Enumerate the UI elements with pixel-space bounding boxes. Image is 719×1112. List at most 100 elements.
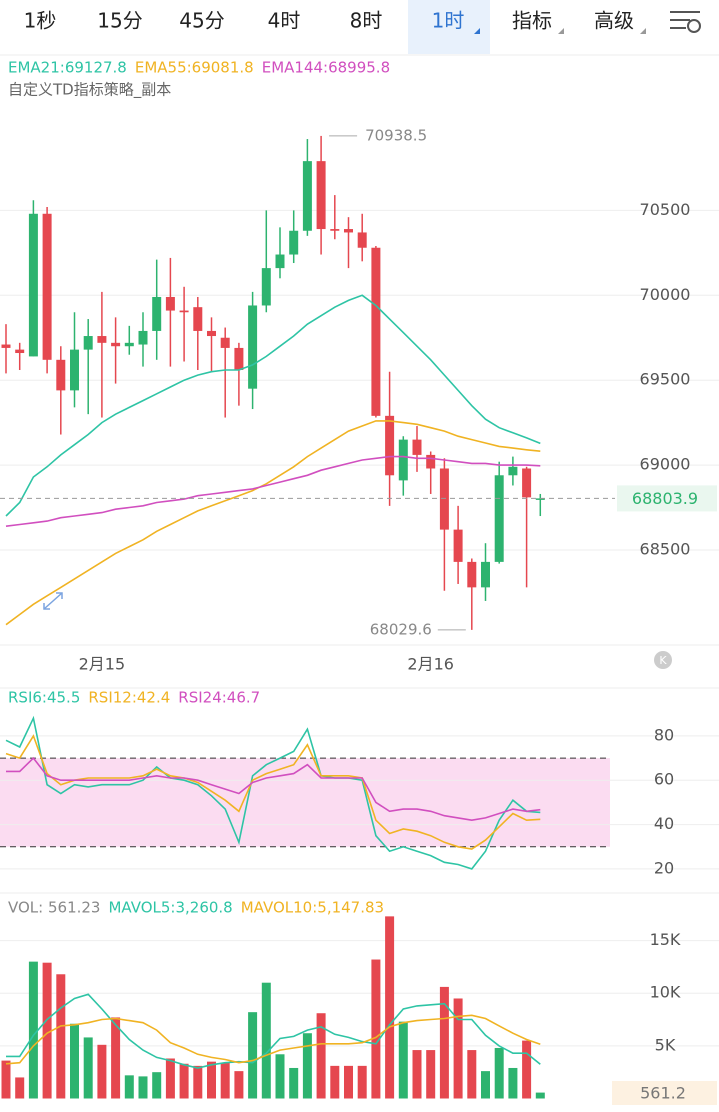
candle-body	[207, 330, 216, 337]
volume-bar	[344, 1065, 353, 1099]
volume-bar	[56, 974, 66, 1099]
indicator-line	[6, 756, 541, 822]
legend-entry: EMA21:69127.8	[8, 59, 127, 77]
volume-bar	[207, 1061, 216, 1099]
candle-body	[439, 468, 449, 530]
indicator-line	[5, 715, 541, 870]
volume-bar	[289, 1067, 299, 1099]
y-tick-label: 70500	[640, 200, 691, 219]
reset-icon[interactable]	[654, 651, 672, 669]
subtitle: 自定义TD指标策略_副本	[8, 81, 171, 100]
last-price-box	[617, 485, 717, 512]
volume-bar	[385, 916, 395, 1099]
indicator-line	[6, 993, 541, 1069]
candle-body	[494, 475, 504, 562]
active-tab-bg	[408, 0, 490, 54]
dropdown-caret	[474, 28, 480, 34]
x-tick-label: 2月16	[407, 655, 454, 674]
legend-entry: VOL: 561.23	[8, 899, 100, 917]
candle-body	[330, 229, 340, 231]
volume-bar	[275, 1054, 285, 1099]
volume-bar	[97, 1044, 107, 1099]
expand-icon[interactable]	[43, 592, 63, 610]
candle-body	[385, 415, 395, 476]
reset-icon-glyph: K	[659, 654, 667, 667]
volume-bar	[522, 1040, 532, 1099]
candle-body	[248, 305, 258, 389]
settings-icon[interactable]	[670, 11, 701, 33]
y-tick-label: 5K	[655, 1035, 676, 1054]
volume-bar	[193, 1065, 203, 1099]
legend-entry: RSI24:46.7	[178, 689, 260, 707]
y-tick-label: 69000	[640, 455, 691, 474]
candle-body	[165, 296, 175, 311]
tab[interactable]: 1秒	[24, 9, 57, 33]
candle-body	[179, 310, 189, 313]
tab[interactable]: 45分	[179, 9, 224, 33]
volume-bar	[165, 1058, 175, 1099]
volume-bar	[535, 1092, 545, 1099]
volume-bar	[152, 1072, 162, 1099]
indicator-line	[5, 734, 541, 850]
tab[interactable]: 8时	[350, 9, 383, 33]
volume-bar	[261, 982, 271, 1099]
candle-body	[15, 349, 25, 354]
y-tick-label: 68500	[640, 540, 691, 559]
tab[interactable]: 指标	[512, 9, 552, 33]
volume-bar	[330, 1065, 340, 1099]
volume-bar	[83, 1037, 93, 1099]
x-tick-label: 2月15	[79, 655, 126, 674]
volume-bar	[248, 1012, 258, 1099]
volume-bar	[179, 1063, 189, 1099]
y-tick-label: 60	[654, 770, 674, 789]
volume-bar	[70, 1023, 79, 1099]
low-label: 68029.6	[370, 620, 432, 638]
volume-bar	[412, 1050, 422, 1099]
tab[interactable]: 高级	[594, 9, 634, 33]
y-tick-label: 20	[654, 858, 674, 877]
y-tick-label: 80	[654, 725, 674, 744]
candle-body	[426, 454, 436, 469]
volume-bar	[398, 1021, 408, 1099]
tab[interactable]: 4时	[268, 9, 301, 33]
candle-body	[357, 232, 367, 248]
high-label: 70938.5	[365, 126, 427, 144]
volume-bar	[234, 1071, 244, 1099]
volume-bar	[371, 959, 381, 1099]
candle-body	[412, 439, 422, 455]
tab[interactable]: 1时	[432, 9, 465, 33]
volume-bar	[481, 1071, 490, 1099]
dropdown-caret	[640, 28, 646, 34]
candle-body	[261, 268, 271, 306]
volume-bar	[111, 1017, 121, 1099]
volume-bar	[1, 1060, 11, 1099]
candle-body	[481, 561, 490, 588]
legend-entry: EMA55:69081.8	[135, 59, 254, 77]
candle-body	[453, 529, 463, 562]
rsi-band	[0, 758, 610, 847]
indicator-line	[5, 1014, 541, 1065]
volume-bar	[439, 986, 449, 1099]
candle-body	[138, 330, 148, 345]
candle-body	[42, 213, 52, 360]
candle-body	[111, 342, 121, 347]
tab[interactable]: 15分	[97, 9, 142, 33]
candle-body	[371, 247, 381, 416]
indicator-line	[5, 420, 541, 626]
candle-body	[344, 229, 353, 233]
y-tick-label: 10K	[650, 983, 681, 1002]
volume-bar	[302, 1033, 312, 1099]
candle-body	[535, 498, 545, 500]
dropdown-caret	[558, 28, 564, 34]
candle-body	[398, 439, 408, 481]
legend-entry: MAVOL5:3,260.8	[108, 899, 232, 917]
last-price-label: 68803.9	[632, 489, 698, 508]
candle-body	[522, 468, 532, 498]
candle-body	[70, 349, 79, 391]
legend-entry: RSI12:42.4	[88, 689, 170, 707]
current-volume-box	[612, 1081, 717, 1105]
volume-bar	[426, 1050, 436, 1099]
